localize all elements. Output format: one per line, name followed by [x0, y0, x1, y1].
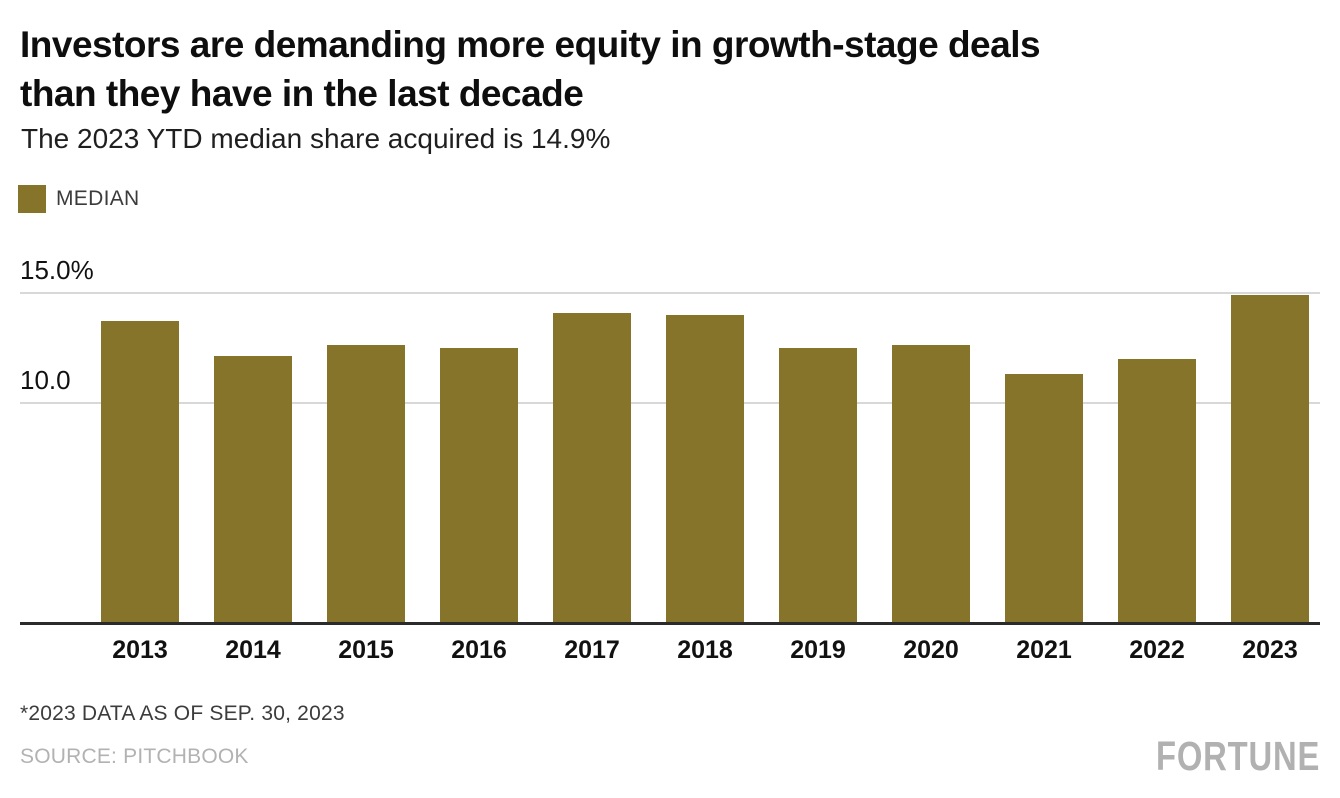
legend-swatch-median [18, 185, 46, 213]
legend-label-median: MEDIAN [56, 187, 140, 210]
x-axis-label-2016: 2016 [451, 636, 507, 664]
bar-2023 [1231, 294, 1309, 622]
x-axis-label-2017: 2017 [564, 636, 620, 664]
x-axis-label-2018: 2018 [677, 636, 733, 664]
chart-subtitle: The 2023 YTD median share acquired is 14… [21, 123, 611, 154]
bar-2021 [1005, 373, 1083, 622]
bar-2019 [779, 347, 857, 622]
x-axis-label-2013: 2013 [112, 636, 168, 664]
chart-plot-area: 15.0% 10.0 2013 2014 2015 2016 2017 2018 2019 202… [20, 250, 1320, 664]
bar-2014 [214, 356, 292, 622]
chart-title-line-2: than they have in the last decade [20, 73, 584, 114]
fortune-logo: FORTUNE [1155, 733, 1320, 779]
bar-2020 [892, 345, 970, 622]
x-axis-label-2021: 2021 [1016, 636, 1072, 664]
gridline-15 [20, 291, 1320, 294]
bar-2017 [553, 312, 631, 622]
chart-title-line-1: Investors are demanding more equity in g… [20, 24, 1041, 65]
bar-2022 [1118, 358, 1196, 622]
x-axis-label-2020: 2020 [903, 636, 959, 664]
x-axis-label-2019: 2019 [790, 636, 846, 664]
legend: MEDIAN [18, 185, 139, 213]
x-axis-label-2022: 2022 [1129, 636, 1185, 664]
x-axis-label-2014: 2014 [225, 636, 281, 664]
bar-2015 [327, 345, 405, 622]
x-axis-label-2015: 2015 [338, 636, 394, 664]
y-axis-tick-15: 15.0% [20, 254, 94, 285]
bar-2016 [440, 347, 518, 622]
source-credit: SOURCE: PITCHBOOK [20, 745, 249, 768]
x-axis-label-2023: 2023 [1242, 636, 1298, 664]
bar-2018 [666, 314, 744, 622]
chart-title: Investors are demanding more equity in g… [20, 20, 1320, 118]
bar-2013 [101, 321, 179, 622]
y-axis-tick-10: 10.0 [20, 364, 71, 395]
chart-footnote: *2023 DATA AS OF SEP. 30, 2023 [20, 702, 345, 725]
